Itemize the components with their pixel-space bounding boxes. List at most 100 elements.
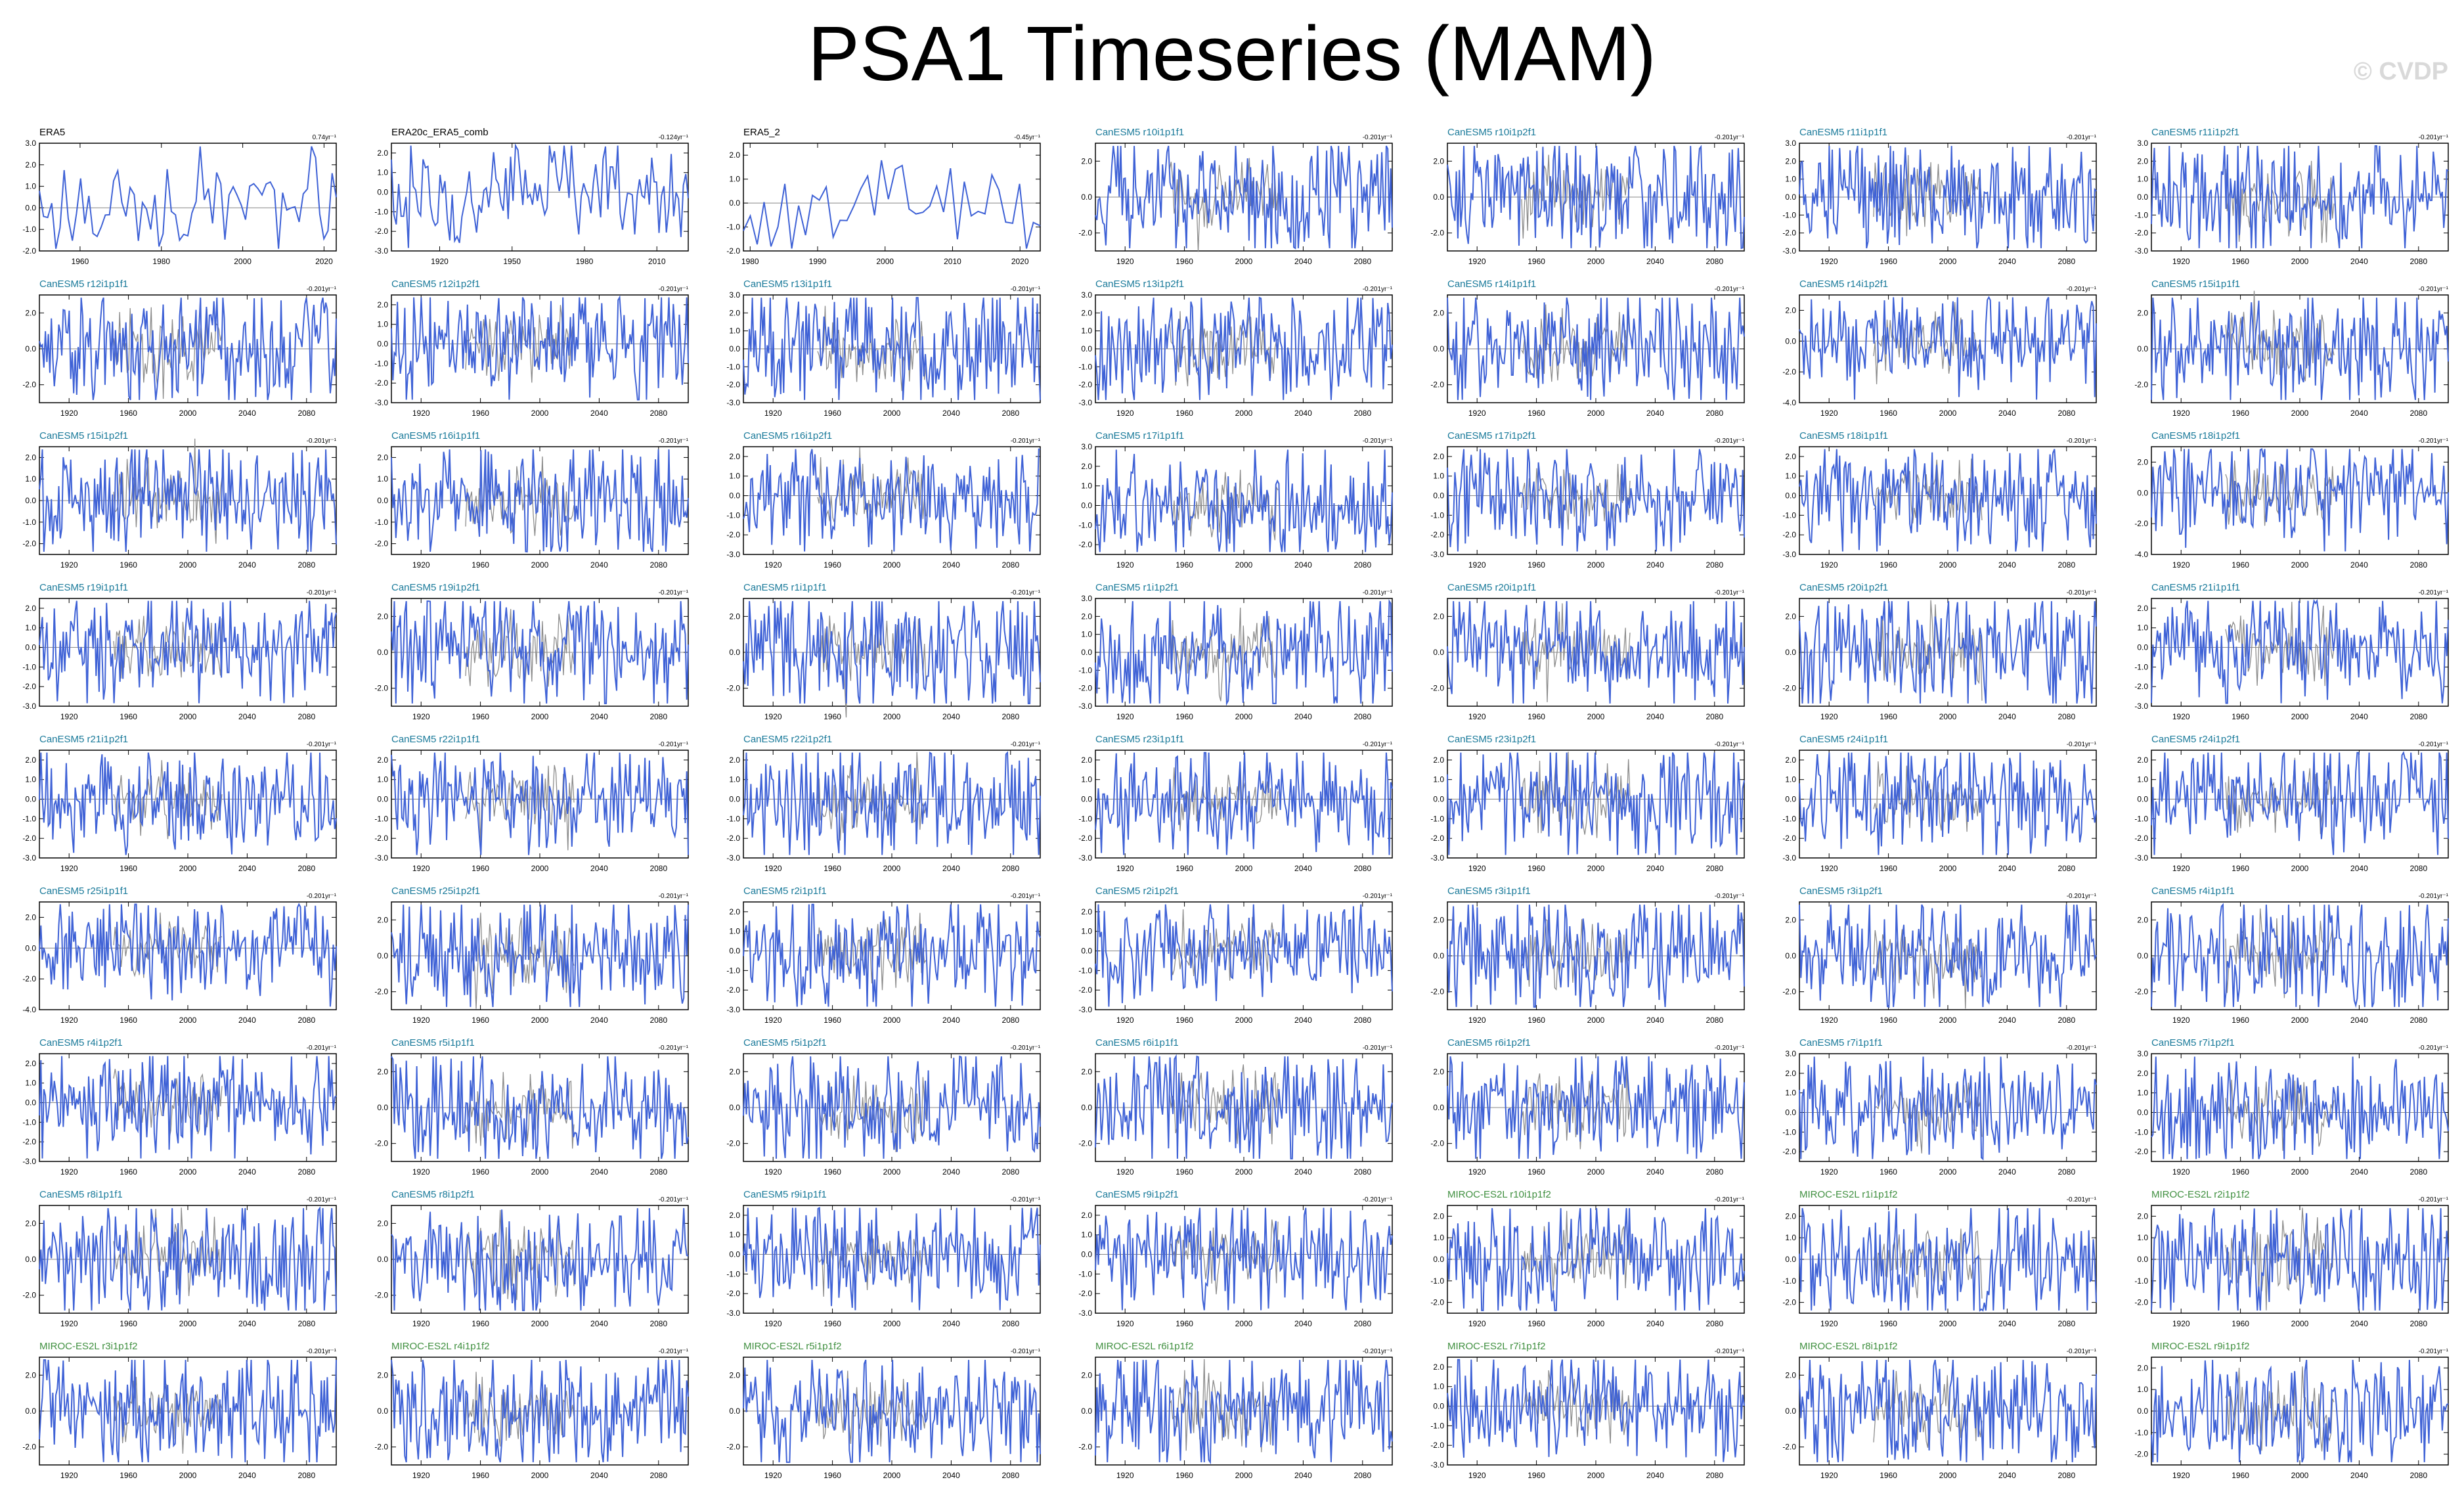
x-tick-label: 1920	[1116, 1471, 1134, 1480]
x-tick-label: 2000	[883, 409, 901, 418]
x-tick-label: 1960	[2232, 864, 2249, 873]
x-tick-label: 2040	[1998, 864, 2016, 873]
x-tick-label: 1920	[412, 1016, 430, 1025]
y-tick-label: -2.0	[374, 1291, 388, 1300]
pc-timeseries-line	[391, 295, 689, 401]
timeseries-panel: CanESM5 r10i1p1f1 -0.201yr⁻¹ 2.0 0.0 -2.0 192…	[1078, 127, 1393, 266]
y-tick-label: -1.0	[2134, 210, 2148, 219]
panel-trend-label: -0.201yr⁻¹	[307, 286, 337, 293]
y-tick-label: 2.0	[25, 453, 36, 462]
y-tick-label: 1.0	[25, 623, 36, 633]
panel-title: MIROC-ES2L r3i1p1f2	[39, 1341, 138, 1352]
y-tick-label: 2.0	[1785, 156, 1796, 166]
y-tick-label: 1.0	[1785, 175, 1796, 184]
panel-title: CanESM5 r12i1p2f1	[391, 279, 480, 290]
obs-overlay-line	[817, 912, 927, 991]
x-tick-label: 1920	[1468, 1471, 1486, 1480]
y-tick-label: 2.0	[377, 915, 388, 924]
y-tick-label: 3.0	[2137, 1049, 2148, 1058]
y-tick-label: 2.0	[25, 160, 36, 169]
y-tick-label: -2.0	[1782, 229, 1796, 238]
y-tick-label: -1.0	[2134, 1276, 2148, 1286]
y-tick-label: 1.0	[2137, 1233, 2148, 1242]
x-tick-label: 1960	[1528, 1471, 1545, 1480]
x-tick-label: 1960	[1176, 1471, 1193, 1480]
y-tick-label: -2.0	[2134, 519, 2148, 528]
timeseries-panel: MIROC-ES2L r2i1p1f2 -0.201yr⁻¹ 2.0 1.0 0.0 -1…	[2134, 1189, 2449, 1328]
x-tick-label: 2040	[1294, 560, 1312, 570]
x-tick-label: 2000	[531, 1016, 549, 1025]
x-tick-label: 1960	[120, 560, 137, 570]
y-tick-label: 0.0	[25, 1255, 36, 1264]
panel-trend-label: -0.201yr⁻¹	[1011, 1348, 1041, 1355]
y-tick-label: -3.0	[374, 398, 388, 407]
timeseries-panel: CanESM5 r3i1p1f1 -0.201yr⁻¹ 2.0 0.0 -2.0 1920…	[1430, 886, 1745, 1025]
y-tick-label: 2.0	[1785, 1370, 1796, 1380]
y-tick-label: 2.0	[1785, 1069, 1796, 1078]
y-tick-label: -2.0	[1078, 1443, 1092, 1452]
y-tick-label: 2.0	[25, 308, 36, 317]
x-tick-label: 2040	[238, 712, 256, 721]
x-tick-label: 1920	[60, 1167, 78, 1177]
y-tick-label: -1.0	[1078, 362, 1092, 371]
panel-title: CanESM5 r18i1p2f1	[2151, 430, 2240, 441]
x-tick-label: 2080	[1001, 864, 1019, 873]
y-tick-label: -1.0	[726, 966, 740, 975]
x-tick-label: 1950	[503, 257, 521, 266]
y-tick-label: -2.0	[22, 539, 36, 549]
y-tick-label: -1.0	[374, 359, 388, 368]
timeseries-panel: CanESM5 r23i1p2f1 -0.201yr⁻¹ 2.0 1.0 0.0 -1.0…	[1430, 734, 1745, 873]
y-tick-label: -2.0	[1078, 1289, 1092, 1298]
panel-trend-label: -0.201yr⁻¹	[1715, 741, 1745, 748]
x-tick-label: 2040	[590, 1167, 608, 1177]
x-tick-label: 2080	[2409, 1319, 2427, 1328]
y-tick-label: -1.0	[22, 1117, 36, 1127]
panel-trend-label: -0.201yr⁻¹	[307, 438, 337, 445]
timeseries-panel: CanESM5 r11i1p1f1 -0.201yr⁻¹ 3.0 2.0 1.0 0.0 -…	[1782, 127, 2097, 266]
x-tick-label: 2040	[2350, 1319, 2368, 1328]
panel-trend-label: -0.201yr⁻¹	[1715, 1045, 1745, 1052]
pc-timeseries-line	[39, 600, 337, 704]
y-tick-label: -2.0	[374, 684, 388, 693]
y-tick-label: 1.0	[1433, 1233, 1444, 1242]
y-tick-label: -1.0	[1078, 966, 1092, 975]
x-tick-label: 2040	[238, 1471, 256, 1480]
timeseries-panel: CanESM5 r19i1p2f1 -0.201yr⁻¹ 2.0 0.0 -2.0 192…	[374, 582, 689, 721]
x-tick-label: 1960	[1880, 1471, 1897, 1480]
x-tick-label: 1960	[1880, 1167, 1897, 1177]
pc-timeseries-line	[391, 143, 689, 248]
x-tick-label: 2000	[1939, 1471, 1957, 1480]
y-tick-label: 2.0	[377, 1370, 388, 1380]
x-tick-label: 2000	[1587, 712, 1605, 721]
pc-timeseries-line	[743, 1055, 1041, 1159]
x-tick-label: 1960	[824, 712, 841, 721]
x-tick-label: 2080	[649, 1319, 667, 1328]
x-tick-label: 1960	[472, 1471, 489, 1480]
timeseries-panel: MIROC-ES2L r8i1p1f2 -0.201yr⁻¹ 2.0 0.0 -2.0 1…	[1782, 1341, 2097, 1480]
timeseries-panel: CanESM5 r3i1p2f1 -0.201yr⁻¹ 2.0 0.0 -2.0 1920…	[1782, 886, 2097, 1025]
x-tick-label: 2040	[942, 864, 960, 873]
timeseries-panel: CanESM5 r17i1p2f1 -0.201yr⁻¹ 2.0 1.0 0.0 -1.0…	[1430, 430, 1745, 570]
y-tick-label: -3.0	[1782, 853, 1796, 863]
y-tick-label: 3.0	[729, 290, 740, 300]
pc-timeseries-line	[1095, 449, 1393, 552]
obs-overlay-line	[465, 1209, 575, 1300]
x-tick-label: 2000	[531, 560, 549, 570]
panel-title: CanESM5 r19i1p1f1	[39, 582, 128, 593]
y-tick-label: 0.0	[1785, 336, 1796, 346]
obs-overlay-line	[817, 1370, 927, 1447]
timeseries-panel: CanESM5 r1i1p2f1 -0.201yr⁻¹ 3.0 2.0 1.0 0.0 -1…	[1078, 582, 1393, 721]
panel-title: CanESM5 r25i1p1f1	[39, 886, 128, 897]
panel-title: CanESM5 r21i1p2f1	[39, 734, 128, 745]
x-tick-label: 1920	[764, 1319, 782, 1328]
x-tick-label: 1920	[60, 712, 78, 721]
panel-title: CanESM5 r11i1p1f1	[1799, 127, 1887, 138]
y-tick-label: -2.0	[22, 974, 36, 983]
y-tick-label: 2.0	[1081, 612, 1092, 621]
y-tick-label: 3.0	[1081, 290, 1092, 300]
x-tick-label: 1960	[1528, 1016, 1545, 1025]
x-tick-label: 2080	[2057, 409, 2075, 418]
timeseries-panel: MIROC-ES2L r4i1p1f2 -0.201yr⁻¹ 2.0 0.0 -2.0 1…	[374, 1341, 689, 1480]
y-tick-label: -1.0	[1782, 1276, 1796, 1286]
